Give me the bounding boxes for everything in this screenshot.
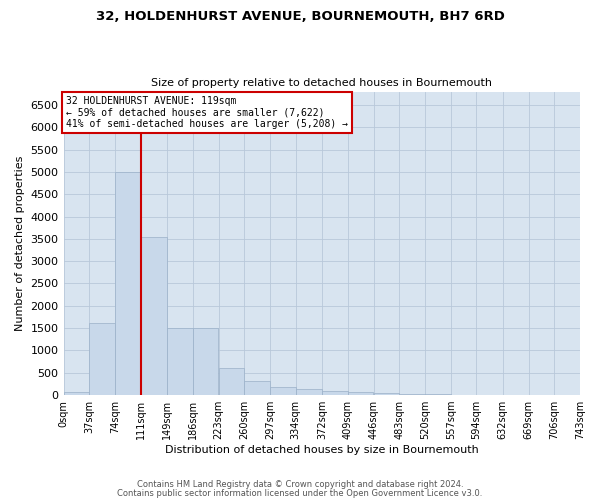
Bar bbox=[322, 390, 348, 395]
Text: Contains HM Land Registry data © Crown copyright and database right 2024.: Contains HM Land Registry data © Crown c… bbox=[137, 480, 463, 489]
Bar bbox=[115, 172, 140, 395]
Bar bbox=[244, 381, 270, 395]
Bar bbox=[270, 386, 296, 395]
Y-axis label: Number of detached properties: Number of detached properties bbox=[15, 156, 25, 331]
Bar bbox=[400, 394, 425, 395]
Bar bbox=[141, 236, 167, 395]
Bar bbox=[425, 394, 451, 395]
Bar bbox=[348, 392, 373, 395]
Bar bbox=[89, 323, 115, 395]
Bar bbox=[167, 328, 193, 395]
Bar bbox=[64, 392, 89, 395]
X-axis label: Distribution of detached houses by size in Bournemouth: Distribution of detached houses by size … bbox=[165, 445, 479, 455]
Title: Size of property relative to detached houses in Bournemouth: Size of property relative to detached ho… bbox=[151, 78, 492, 88]
Text: 32, HOLDENHURST AVENUE, BOURNEMOUTH, BH7 6RD: 32, HOLDENHURST AVENUE, BOURNEMOUTH, BH7… bbox=[95, 10, 505, 23]
Bar bbox=[193, 328, 218, 395]
Bar bbox=[218, 368, 244, 395]
Text: Contains public sector information licensed under the Open Government Licence v3: Contains public sector information licen… bbox=[118, 489, 482, 498]
Bar bbox=[374, 393, 399, 395]
Text: 32 HOLDENHURST AVENUE: 119sqm
← 59% of detached houses are smaller (7,622)
41% o: 32 HOLDENHURST AVENUE: 119sqm ← 59% of d… bbox=[66, 96, 348, 130]
Bar bbox=[296, 388, 322, 395]
